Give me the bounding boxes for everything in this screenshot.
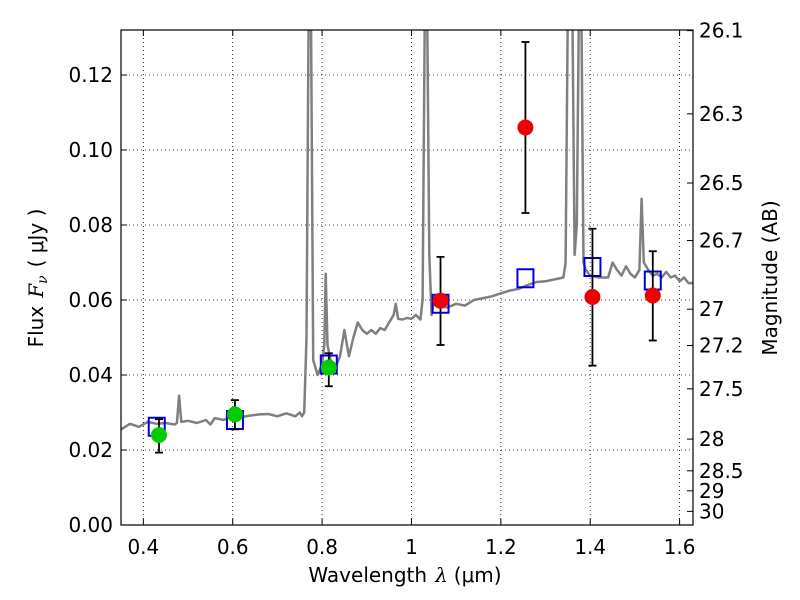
model-flux-square <box>516 268 535 289</box>
x-tick-label: 0.8 <box>306 535 338 559</box>
template-spectrum-line <box>121 30 693 431</box>
observed-flux-point-red <box>517 119 534 136</box>
y-axis-label: FluxFν( μJy ) <box>24 209 51 348</box>
x-tick-label: 1.6 <box>664 535 696 559</box>
plot-frame <box>120 29 694 526</box>
y-tick-label: 0.12 <box>68 63 113 87</box>
y-tick-label: 0.04 <box>68 363 113 387</box>
axis-ticks: 0.4 0.6 0.8 1 1.2 1.4 1.6 0.00 0.02 0.04 0.06 0.08 0… <box>68 19 743 559</box>
observed-flux-point-green <box>150 427 167 443</box>
observed-flux-point-red <box>644 287 661 304</box>
observed-flux-point-green <box>226 406 243 423</box>
mag-tick-label: 26.3 <box>699 102 744 126</box>
x-tick-label: 0.4 <box>127 535 159 559</box>
y2-axis-label: Magnitude (AB) <box>758 200 782 355</box>
mag-tick-label: 26.1 <box>699 19 744 43</box>
observed-flux-point-red <box>584 289 601 305</box>
y-tick-label: 0.02 <box>68 438 113 462</box>
y-tick-label: 0.08 <box>68 213 113 237</box>
x-tick-label: 1 <box>405 535 418 559</box>
y-tick-label: 0.00 <box>68 513 113 537</box>
mag-tick-label: 26.7 <box>699 229 744 253</box>
x-tick-label: 0.6 <box>217 535 249 559</box>
y-tick-label: 0.10 <box>68 138 113 162</box>
mag-tick-label: 28.5 <box>699 459 744 483</box>
x-tick-label: 1.2 <box>485 535 517 559</box>
mag-tick-label: 27.2 <box>699 334 744 358</box>
mag-tick-label: 27 <box>699 297 724 321</box>
plot-area <box>121 30 693 454</box>
mag-tick-label: 27.5 <box>699 377 744 401</box>
x-axis-label: Wavelength λ (μm) <box>308 563 501 587</box>
mag-tick-label: 30 <box>699 499 724 523</box>
observed-flux-point-red <box>432 292 449 309</box>
mag-tick-label: 28 <box>699 427 724 451</box>
x-tick-label: 1.4 <box>574 535 606 559</box>
observed-flux-point-green <box>320 359 337 376</box>
mag-tick-label: 29 <box>699 479 724 503</box>
mag-tick-label: 26.5 <box>699 171 744 195</box>
y-tick-label: 0.06 <box>68 288 113 312</box>
